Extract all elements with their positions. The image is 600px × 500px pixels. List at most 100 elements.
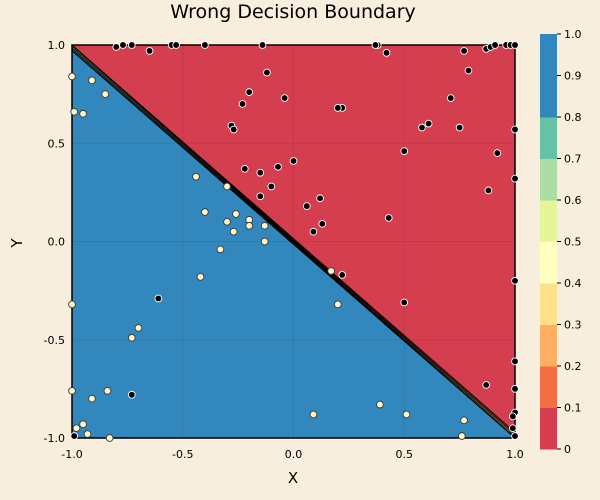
scatter-point	[258, 41, 267, 49]
scatter-point	[511, 276, 519, 285]
scatter-point	[68, 386, 76, 395]
scatter-point	[302, 202, 311, 210]
scatter-point	[229, 227, 238, 236]
scatter-point	[240, 164, 249, 173]
scatter-point	[491, 41, 499, 49]
colorbar-segment	[540, 75, 557, 118]
scatter-point	[376, 400, 384, 409]
scatter-point	[418, 123, 426, 132]
scatter-point	[223, 182, 231, 191]
scatter-point	[263, 68, 271, 77]
x-axis-label: X	[288, 469, 298, 487]
colorbar: 0 0.1 0.2 0.3 0.4 0.5 0.6 0.7 0.8 0.9 1.0	[540, 28, 582, 456]
colorbar-segment	[540, 34, 557, 76]
scatter-point	[508, 424, 517, 433]
colorbar-segment	[540, 117, 557, 159]
x-tick-label: 0.5	[396, 448, 414, 461]
scatter-point	[400, 147, 409, 155]
scatter-point	[274, 162, 282, 171]
plot-frame	[71, 44, 516, 439]
scatter-point	[238, 100, 247, 108]
scatter-point	[384, 214, 393, 222]
scatter-point	[457, 432, 466, 440]
colorbar-segment	[540, 158, 557, 201]
scatter-point	[70, 107, 79, 116]
colorbar-tick-label: 1.0	[564, 28, 582, 41]
scatter-point	[484, 186, 493, 195]
scatter-point	[134, 324, 143, 332]
colorbar-segment	[540, 241, 557, 284]
y-axis-ticks: -1.0 -0.5 0.0 0.5 1.0	[44, 39, 65, 445]
scatter-point	[464, 66, 473, 75]
scatter-point	[424, 119, 433, 128]
y-tick-label: -1.0	[44, 432, 65, 445]
scatter-point	[309, 227, 318, 236]
scatter-point	[493, 149, 502, 157]
scatter-point	[511, 125, 519, 134]
y-tick-label: 0.0	[48, 236, 66, 249]
scatter-point	[256, 192, 265, 201]
colorbar-segment	[540, 366, 557, 408]
scatter-point	[127, 333, 136, 342]
colorbar-tick-label: 0.2	[564, 360, 582, 373]
scatter-point	[460, 47, 468, 55]
x-tick-label: 0.0	[285, 448, 303, 461]
scatter-point	[201, 208, 209, 216]
colorbar-segment	[540, 324, 557, 367]
scatter-point	[105, 434, 114, 442]
scatter-point	[145, 47, 154, 55]
scatter-point	[232, 210, 240, 218]
y-axis-label: Y	[8, 238, 26, 249]
scatter-point	[223, 218, 231, 226]
colorbar-tick-label: 0.9	[564, 70, 582, 83]
scatter-point	[400, 298, 409, 307]
y-tick-label: 0.5	[48, 137, 66, 150]
scatter-point	[172, 41, 180, 49]
scatter-point	[101, 90, 110, 98]
colorbar-tick-label: 0.7	[564, 153, 582, 166]
scatter-point	[338, 271, 347, 279]
colorbar-segment	[540, 407, 557, 450]
scatter-point	[260, 237, 269, 246]
colorbar-tick-label: 0.4	[564, 277, 582, 290]
contour-line	[71, 50, 516, 439]
colorbar-tick-label: 0.3	[564, 319, 582, 332]
scatter-point	[327, 267, 336, 275]
colorbar-tick-label: 0	[564, 443, 571, 456]
scatter-point	[260, 221, 269, 230]
chart-title: Wrong Decision Boundary	[170, 1, 416, 23]
scatter-point	[511, 385, 519, 393]
x-tick-label: -1.0	[61, 448, 82, 461]
scatter-point	[127, 41, 136, 49]
scatter-point	[511, 432, 519, 440]
colorbar-tick-label: 0.5	[564, 236, 582, 249]
plot-area	[68, 41, 519, 442]
scatter-point	[103, 386, 112, 395]
scatter-point	[112, 43, 121, 51]
scatter-point	[371, 41, 380, 49]
scatter-point	[154, 294, 163, 303]
scatter-point	[511, 357, 519, 366]
scatter-point	[316, 194, 324, 203]
scatter-point	[68, 72, 76, 81]
scatter-point	[192, 172, 200, 181]
colorbar-segment	[540, 283, 557, 325]
scatter-point	[280, 94, 289, 102]
scatter-point	[318, 219, 327, 228]
colorbar-segment	[540, 200, 557, 242]
scatter-point	[511, 41, 519, 49]
scatter-point	[88, 394, 96, 403]
scatter-point	[289, 157, 298, 165]
x-axis-ticks: -1.0 -0.5 0.0 0.5 1.0	[61, 448, 523, 461]
scatter-point	[229, 125, 238, 134]
scatter-point	[333, 104, 342, 112]
colorbar-tick-label: 0.6	[564, 194, 582, 207]
scatter-point	[79, 420, 87, 429]
scatter-point	[245, 221, 254, 230]
scatter-point	[216, 245, 225, 254]
scatter-point	[309, 410, 318, 419]
scatter-point	[482, 381, 491, 389]
scatter-point	[267, 182, 276, 191]
y-tick-label: 1.0	[48, 39, 66, 52]
